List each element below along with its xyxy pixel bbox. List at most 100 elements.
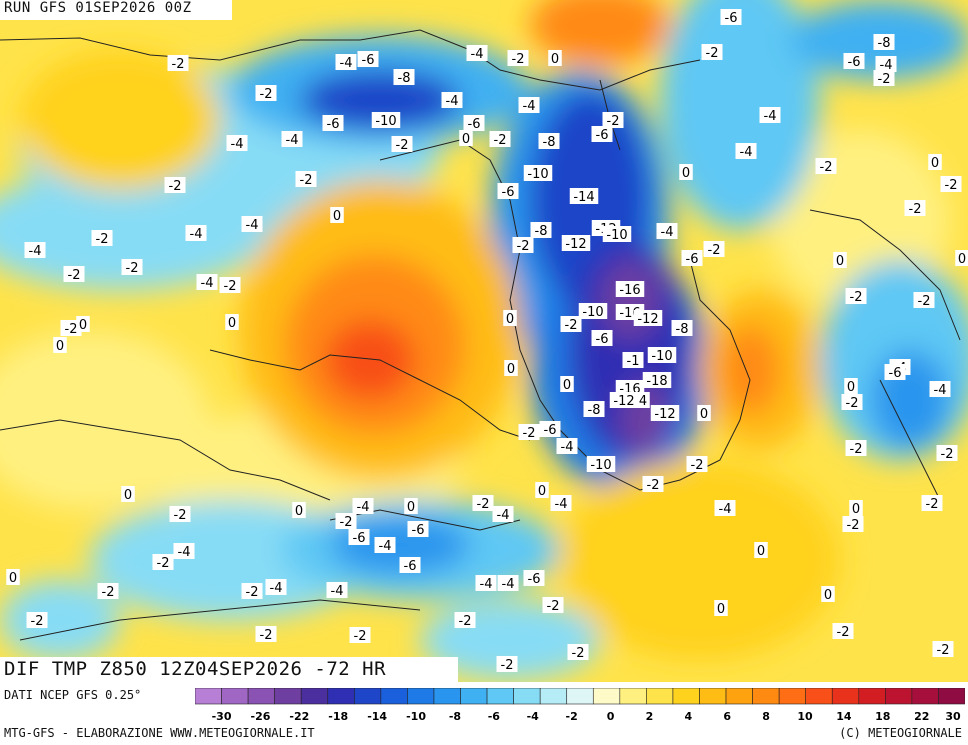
contour-label-text: 0: [836, 254, 844, 269]
contour-label-box: [550, 495, 572, 511]
legend-swatch: [354, 688, 382, 705]
contour-label-text: 0: [563, 378, 571, 393]
contour-label: -4: [374, 537, 396, 554]
contour-label-text: -4: [719, 502, 732, 517]
contour-label-box: [492, 506, 514, 522]
contour-label-box: [507, 50, 529, 66]
contour-label: -2: [97, 583, 119, 600]
contour-label: -4: [656, 223, 678, 240]
contour-label-box: [845, 288, 867, 304]
contour-label-box: [602, 226, 632, 242]
contour-label: -4: [714, 500, 736, 517]
contour-label-box: [633, 310, 663, 326]
contour-label-text: 0: [228, 316, 236, 331]
contour-label: -4: [497, 575, 519, 592]
contour-label: -2: [241, 583, 263, 600]
contour-label-text: -4: [502, 577, 515, 592]
contour-label-box: [636, 392, 650, 408]
contour-label-text: 0: [717, 602, 725, 617]
contour-label-box: [538, 133, 560, 149]
contour-label-box: [569, 188, 599, 204]
contour-label-box: [609, 392, 639, 408]
contour-label-box: [255, 626, 277, 642]
contour-label-box: [940, 176, 962, 192]
contour-label: -2: [496, 656, 518, 673]
contour-label-box: [523, 165, 553, 181]
legend-swatch: [566, 688, 594, 705]
contour-label-box: [615, 281, 645, 297]
contour-label: 0: [679, 164, 693, 181]
contour-label: -2: [845, 288, 867, 305]
contour-label: -2: [507, 50, 529, 67]
contour-label-text: -2: [31, 614, 44, 629]
contour-label-box: [936, 445, 958, 461]
contour-label-box: [518, 97, 540, 113]
contour-label: -6: [399, 557, 421, 574]
contour-label-text: -2: [260, 628, 273, 643]
contour-label-box: [374, 537, 396, 553]
contour-label-text: -2: [354, 629, 367, 644]
contour-label-box: [497, 575, 519, 591]
contour-label: -4: [185, 225, 207, 242]
contour-label-box: [295, 171, 317, 187]
contour-label-text: -2: [850, 442, 863, 457]
contour-label: 0: [503, 310, 517, 327]
contour-label-box: [393, 69, 415, 85]
legend-tick-label: -26: [251, 710, 271, 723]
contour-label: -4: [550, 495, 572, 512]
contour-label-box: [560, 316, 582, 332]
legend-swatch: [433, 688, 461, 705]
contour-label-text: -2: [937, 643, 950, 658]
contour-label-box: [843, 53, 865, 69]
legend-tick-label: 18: [875, 710, 890, 723]
contour-label: -2: [335, 513, 357, 530]
legend-swatch: [221, 688, 249, 705]
contour-label-text: -12: [637, 312, 658, 327]
contour-label-text: -2: [945, 178, 958, 193]
contour-label: -6: [843, 53, 865, 70]
contour-label-text: -4: [190, 227, 203, 242]
contour-label-text: -2: [850, 290, 863, 305]
legend-swatch: [300, 688, 329, 705]
contour-label: -2: [255, 85, 277, 102]
contour-label-box: [441, 92, 463, 108]
contour-label-box: [255, 85, 277, 101]
contour-label-text: 0: [9, 571, 17, 586]
contour-label-text: 0: [333, 209, 341, 224]
contour-label-box: [542, 597, 564, 613]
contour-label-text: -2: [65, 322, 78, 337]
legend-swatch: [752, 688, 780, 705]
legend-swatch: [460, 688, 488, 705]
contour-label: -6: [463, 115, 485, 132]
contour-label: -2: [940, 176, 962, 193]
contour-label-box: [921, 495, 943, 511]
contour-label-box: [929, 381, 951, 397]
contour-label-box: [348, 529, 370, 545]
contour-label-text: 0: [295, 504, 303, 519]
contour-label: -6: [720, 9, 742, 26]
contour-label-text: -2: [941, 447, 954, 462]
contour-label-box: [265, 579, 287, 595]
contour-label: 0: [714, 600, 728, 617]
contour-label-text: -2: [102, 585, 115, 600]
contour-label-text: -6: [502, 185, 515, 200]
contour-label-text: -4: [446, 94, 459, 109]
contour-label: -8: [583, 401, 605, 418]
contour-label-text: -4: [29, 244, 42, 259]
contour-label-text: -2: [396, 138, 409, 153]
map-title: DIF TMP Z850 12Z04SEP2026 -72 HR: [4, 658, 387, 680]
data-source: DATI NCEP GFS 0.25°: [4, 688, 142, 702]
contour-label-box: [703, 241, 725, 257]
contour-label: -2: [686, 456, 708, 473]
contour-label-box: [26, 612, 48, 628]
contour-label-text: -2: [501, 658, 514, 673]
contour-label-box: [821, 586, 835, 602]
contour-label-text: -2: [708, 243, 721, 258]
contour-label-text: 0: [462, 132, 470, 147]
contour-label-text: -16: [619, 283, 640, 298]
contour-label-text: -2: [512, 52, 525, 67]
legend-swatch: [327, 688, 355, 705]
contour-label-text: -2: [847, 518, 860, 533]
contour-label-box: [686, 456, 708, 472]
contour-label: -4: [929, 381, 951, 398]
